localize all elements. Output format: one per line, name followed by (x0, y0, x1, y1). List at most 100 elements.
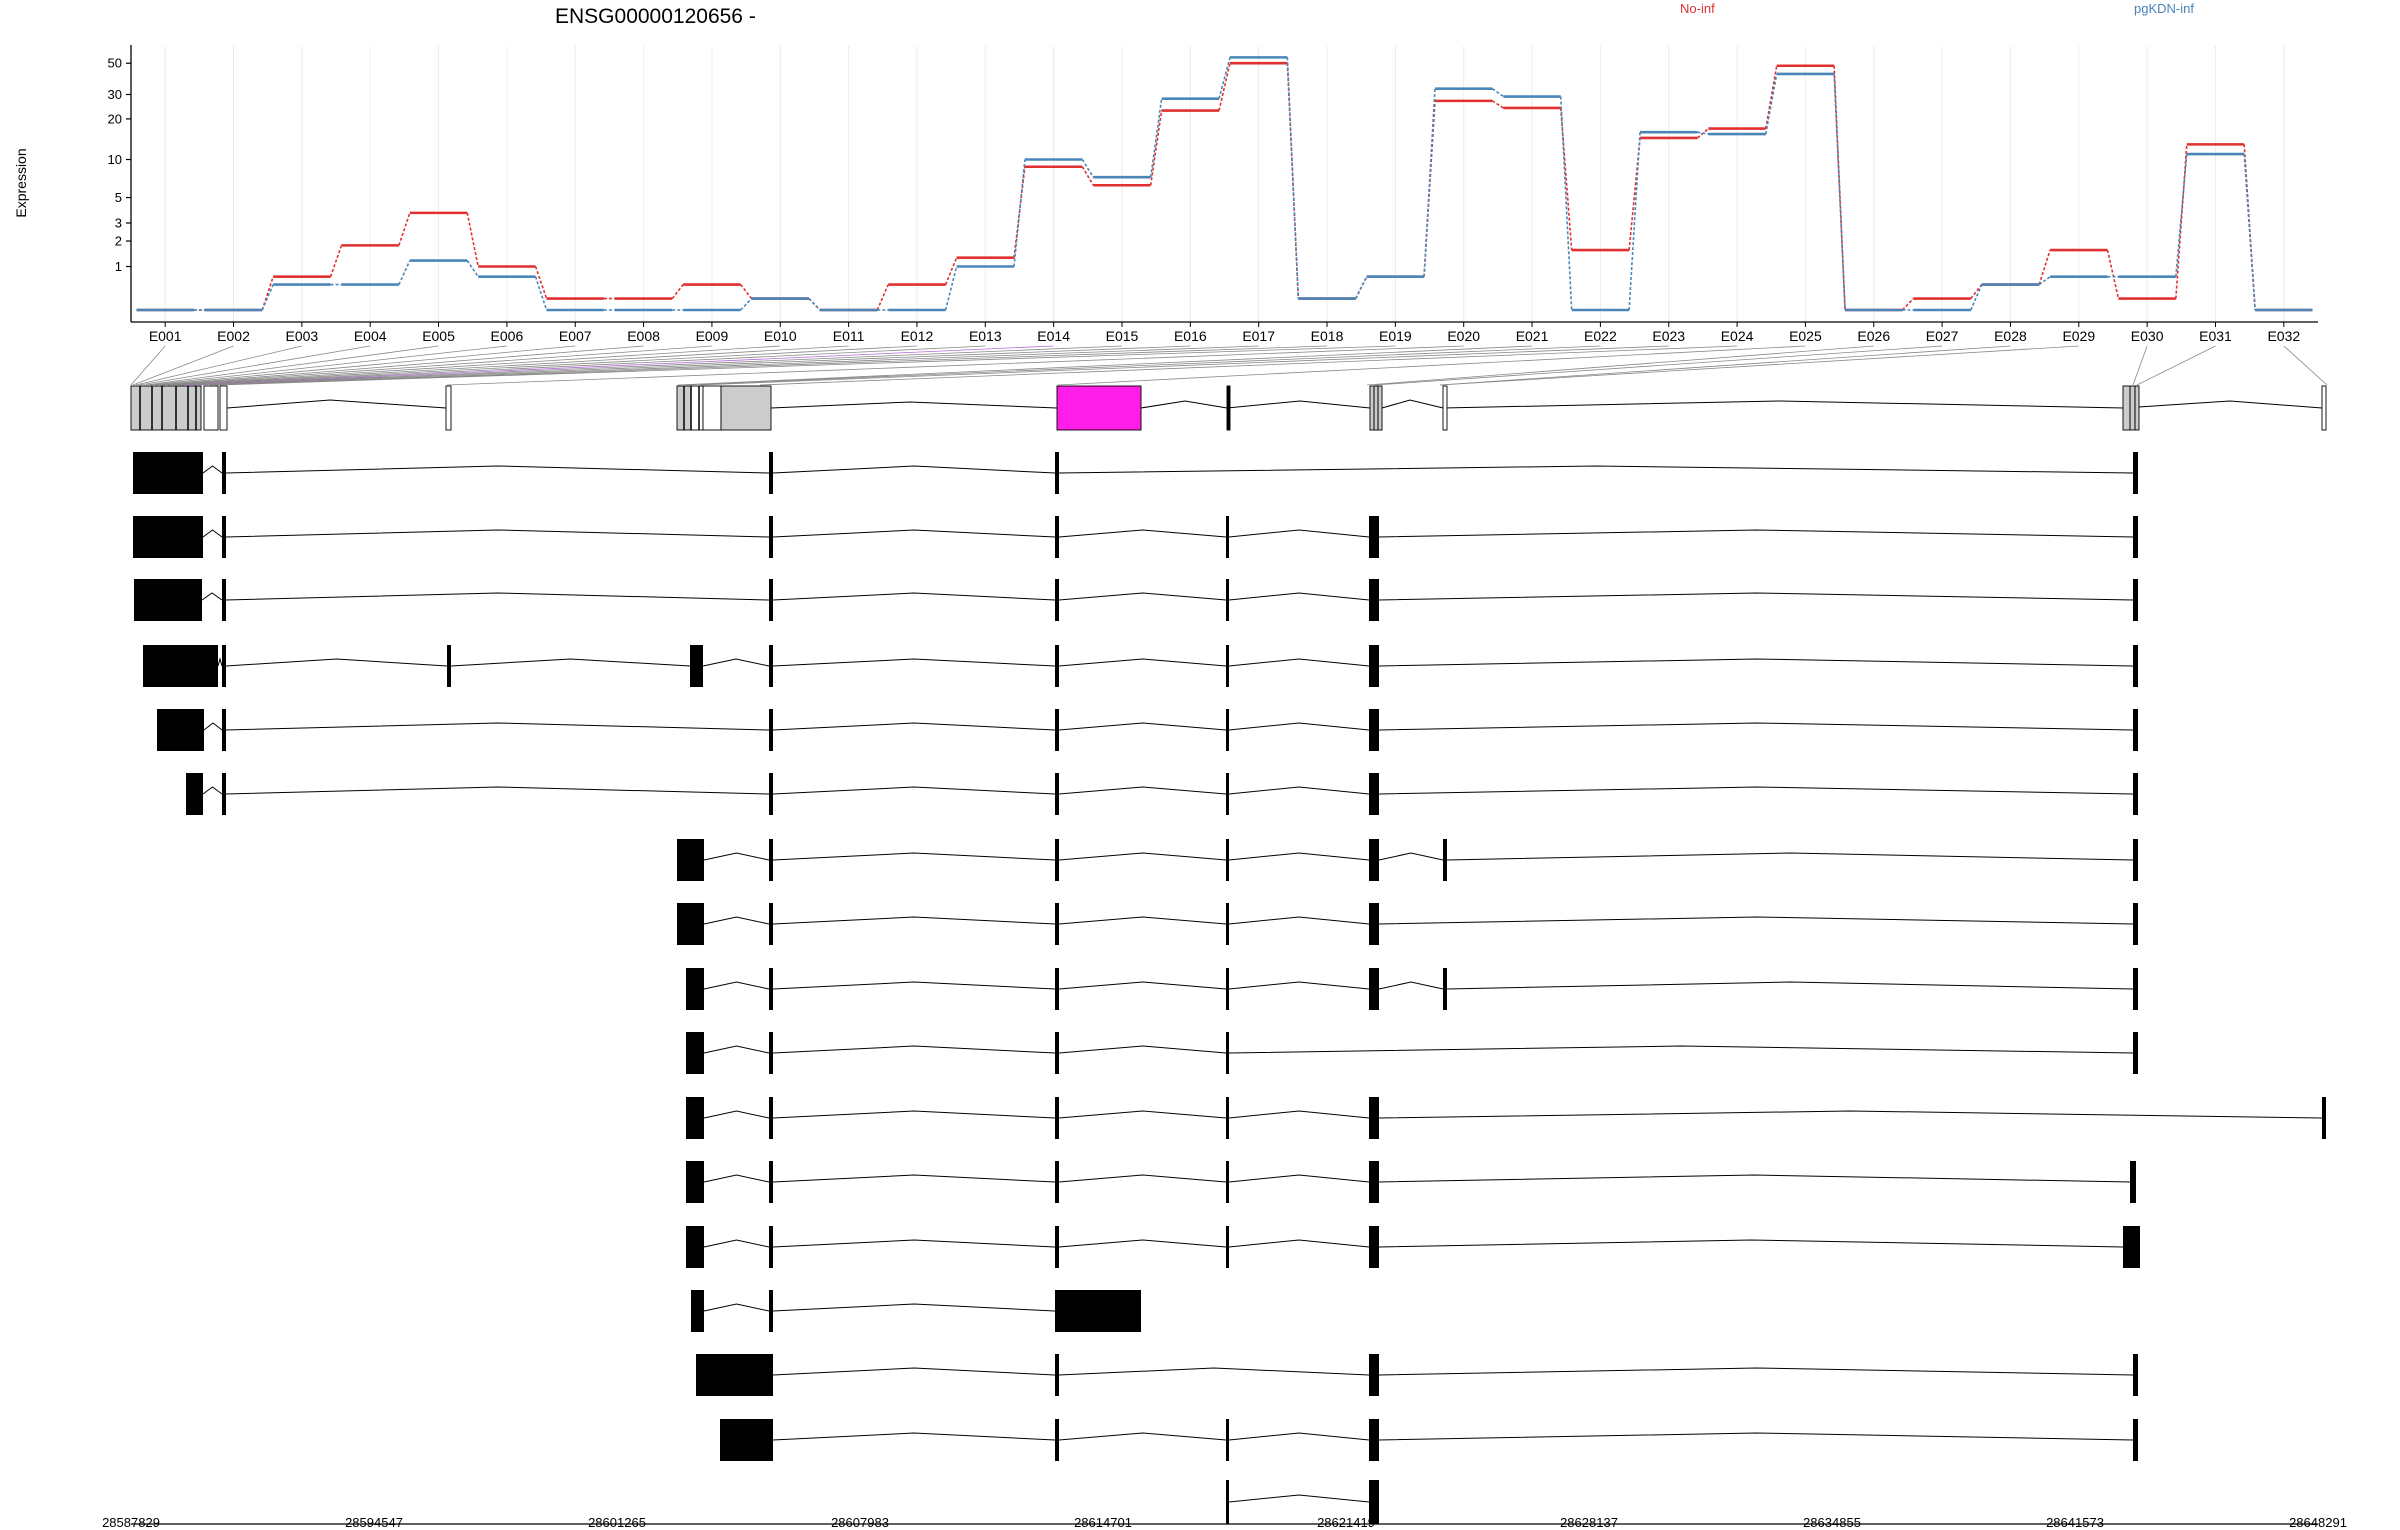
series-connector (944, 266, 958, 311)
exon-tick-label: E019 (1379, 328, 1412, 344)
intron-line (772, 1432, 1056, 1441)
exon-tick-label: E011 (833, 328, 865, 344)
expression-series (136, 56, 2313, 312)
intron-line (1378, 981, 1444, 990)
transcript-17 (1226, 1480, 1379, 1524)
series-connector (1355, 276, 1368, 299)
intron-line (1058, 981, 1227, 990)
intron-line (1228, 786, 1370, 795)
transcript-exon (2133, 516, 2138, 558)
intron-line (203, 722, 223, 731)
transcript-exon (2133, 1354, 2138, 1396)
intron-line (770, 401, 1058, 409)
exon-tick-label: E032 (2267, 328, 2300, 344)
exon-tick-label: E022 (1584, 328, 1617, 344)
intron-line (772, 1045, 1056, 1054)
transcript-exon (769, 1226, 773, 1268)
transcript-2 (133, 516, 2138, 558)
transcript-exon (2322, 1097, 2326, 1139)
model-exon (720, 385, 772, 431)
coordinate-label: 28628137 (1560, 1515, 1618, 1530)
intron-line (1378, 786, 2134, 795)
transcript-exon (686, 1161, 704, 1203)
intron-line (772, 592, 1056, 601)
intron-line (1140, 400, 1371, 409)
intron-line (217, 657, 223, 667)
intron-line (202, 529, 223, 538)
intron-line (225, 722, 770, 731)
y-tick-label: 10 (108, 152, 122, 167)
intron-line (772, 1303, 1056, 1312)
series-connector (2243, 144, 2256, 311)
exon-connector (2283, 345, 2328, 386)
series-connector (1149, 98, 1163, 178)
model-exon (445, 385, 452, 431)
intron-line (703, 916, 770, 925)
transcript-exon (1369, 1354, 1379, 1396)
transcript-exon (769, 839, 773, 881)
transcript-8 (677, 903, 2138, 945)
transcript-exon (1369, 839, 1379, 881)
intron-line (772, 722, 1056, 731)
exon-connector (154, 345, 576, 386)
transcript-exon (769, 903, 773, 945)
transcript-exon (686, 1032, 704, 1074)
transcript-exon (2133, 903, 2138, 945)
intron-line (1446, 852, 2134, 861)
transcript-exon (186, 773, 203, 815)
exon-tick-label: E014 (1037, 328, 1070, 344)
intron-line (1378, 916, 2134, 925)
intron-line (772, 916, 1056, 925)
exon-connector (446, 345, 1464, 386)
gene-model (130, 385, 2327, 431)
exon-connector (159, 345, 644, 386)
intron-line (202, 465, 223, 474)
transcript-exon (222, 645, 226, 687)
y-tick-label: 30 (108, 87, 122, 102)
legend-no-inf: No-inf (1680, 1, 1715, 16)
intron-line (703, 1239, 770, 1248)
exon-connector (1374, 345, 1943, 386)
transcript-exon (2133, 452, 2138, 494)
exon-connector (677, 345, 1533, 386)
exon-tick-label: E006 (491, 328, 524, 344)
transcript-11 (686, 1097, 2326, 1139)
exon-tick-label: E001 (149, 328, 182, 344)
intron-line (1058, 1367, 1370, 1376)
model-exon (702, 385, 722, 431)
intron-line (703, 852, 770, 861)
transcript-exon (690, 645, 703, 687)
series-connector (1286, 57, 1300, 299)
transcript-exon (134, 579, 202, 621)
exon-connector (172, 345, 849, 386)
series-connector (2175, 153, 2188, 277)
transcript-exon (2123, 1226, 2140, 1268)
model-exon (1442, 385, 1448, 431)
transcript-exon (2133, 968, 2138, 1010)
intron-line (202, 786, 223, 795)
exon-connector (139, 345, 371, 386)
transcript-exon (1443, 968, 1447, 1010)
exon-tick-label: E002 (217, 328, 250, 344)
exon-connector (219, 345, 1396, 386)
series-connector (261, 284, 274, 311)
intron-line (1228, 852, 1370, 861)
intron-line (1228, 1174, 1370, 1183)
series-connector (1559, 107, 1573, 251)
series-connector (1423, 88, 1436, 277)
exon-connector (198, 345, 1191, 386)
series-connector (1628, 137, 1641, 251)
intron-line (703, 1303, 770, 1312)
intron-line (772, 1367, 1056, 1376)
exon-connector (1439, 345, 2011, 386)
transcript-exon (1055, 968, 1059, 1010)
coordinate-label: 28614701 (1074, 1515, 1132, 1530)
transcript-9 (686, 968, 2138, 1010)
transcript-exon (696, 1354, 773, 1396)
exon-tick-label: E028 (1994, 328, 2027, 344)
transcript-13 (686, 1226, 2140, 1268)
series-connector (876, 284, 889, 311)
transcript-exon (222, 452, 226, 494)
series-connector (1833, 65, 1846, 311)
intron-line (1228, 1432, 1370, 1441)
